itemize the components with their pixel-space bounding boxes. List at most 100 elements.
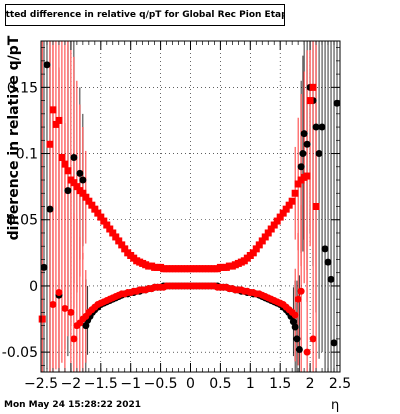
data-point-square: [276, 213, 284, 221]
data-point-circle: [318, 123, 326, 131]
data-point-square: [106, 225, 114, 233]
data-point-circle: [79, 176, 87, 184]
data-point-square: [118, 241, 126, 249]
data-point-circle: [303, 140, 311, 148]
axis-ticks: −2.5 −2 −1.5 −1 −0.5 0 0.5 1 1.5 2 2.5 -0.05 0 0.05 0.…: [2, 41, 351, 392]
x-tick-label: 1: [246, 376, 255, 392]
data-point-square: [79, 189, 87, 197]
data-point-square: [52, 120, 60, 128]
x-tick-label: −0.5: [144, 376, 178, 392]
data-point-square: [94, 209, 102, 217]
x-tick-label: 2: [306, 376, 315, 392]
data-point-square: [252, 245, 260, 253]
data-point-square: [58, 154, 66, 162]
data-point-circle: [309, 335, 317, 343]
x-axis-label: η: [331, 398, 340, 413]
data-point-square: [109, 229, 117, 237]
data-point-circle: [49, 300, 57, 308]
data-point-square: [103, 221, 111, 229]
data-point-circle: [303, 348, 311, 356]
x-tick-label: 1.5: [269, 376, 291, 392]
x-tick-label: −2.5: [24, 376, 58, 392]
data-point-square: [267, 225, 275, 233]
data-point-circle: [82, 322, 90, 330]
data-point-square: [70, 179, 78, 187]
data-point-square: [255, 241, 263, 249]
data-point-square: [306, 97, 314, 105]
data-point-circle: [55, 289, 63, 297]
data-point-circle: [299, 150, 307, 158]
data-point-square: [82, 193, 90, 201]
data-point-square: [115, 237, 123, 245]
data-point-circle: [291, 323, 299, 331]
data-point-circle: [289, 318, 297, 326]
data-point-square: [100, 217, 108, 225]
data-points: [38, 61, 341, 356]
data-point-circle: [327, 275, 335, 283]
data-point-square: [279, 209, 287, 217]
data-point-square: [88, 201, 96, 209]
data-point-circle: [293, 335, 301, 343]
data-point-square: [38, 315, 46, 323]
x-tick-label: 0: [186, 376, 195, 392]
data-point-circle: [46, 205, 54, 213]
y-tick-label: 0.1: [16, 147, 38, 163]
y-tick-label: -0.05: [2, 345, 38, 361]
data-point-square: [273, 217, 281, 225]
data-point-circle: [295, 345, 303, 353]
data-point-square: [303, 172, 311, 180]
data-point-square: [294, 180, 302, 188]
data-point-square: [291, 189, 299, 197]
data-point-circle: [315, 150, 323, 158]
data-point-circle: [67, 308, 75, 316]
data-point-square: [309, 83, 317, 91]
data-point-square: [249, 249, 257, 257]
data-point-square: [61, 160, 69, 168]
y-axis-label: difference in relative q/pT: [6, 35, 22, 241]
data-point-square: [85, 197, 93, 205]
y-tick-label: 0: [29, 279, 38, 295]
data-point-square: [73, 183, 81, 191]
data-point-square: [258, 237, 266, 245]
x-tick-label: −2: [61, 376, 82, 392]
data-point-square: [261, 233, 269, 241]
data-point-square: [288, 197, 296, 205]
data-point-circle: [294, 295, 302, 303]
data-point-square: [55, 116, 63, 124]
data-point-square: [112, 233, 120, 241]
x-tick-label: −1: [120, 376, 141, 392]
y-tick-label: 0.05: [7, 213, 38, 229]
data-point-square: [49, 106, 57, 114]
data-point-circle: [64, 187, 72, 195]
data-point-square: [270, 221, 278, 229]
data-point-circle: [40, 263, 48, 271]
data-point-circle: [297, 163, 305, 171]
data-point-square: [264, 229, 272, 237]
data-point-circle: [300, 130, 308, 138]
data-point-circle: [70, 154, 78, 162]
data-point-circle: [312, 123, 320, 131]
data-point-square: [91, 205, 99, 213]
data-point-square: [97, 213, 105, 221]
data-point-circle: [321, 245, 329, 253]
data-point-circle: [76, 169, 84, 177]
y-tick-label: 0.15: [7, 80, 38, 96]
data-point-square: [121, 245, 129, 253]
timestamp: Mon May 24 15:28:22 2021: [4, 400, 142, 410]
x-tick-label: −1.5: [84, 376, 118, 392]
data-point-square: [46, 140, 54, 148]
data-point-circle: [61, 304, 69, 312]
data-point-circle: [43, 61, 51, 69]
x-tick-label: 0.5: [209, 376, 231, 392]
data-point-circle: [297, 287, 305, 295]
x-tick-label: 2.5: [329, 376, 351, 392]
data-point-square: [64, 167, 72, 175]
data-point-circle: [333, 99, 341, 107]
data-point-circle: [70, 335, 78, 343]
data-point-square: [282, 205, 290, 213]
data-point-square: [312, 203, 320, 210]
data-point-square: [285, 201, 293, 209]
data-point-circle: [324, 258, 332, 266]
data-point-circle: [330, 339, 338, 347]
